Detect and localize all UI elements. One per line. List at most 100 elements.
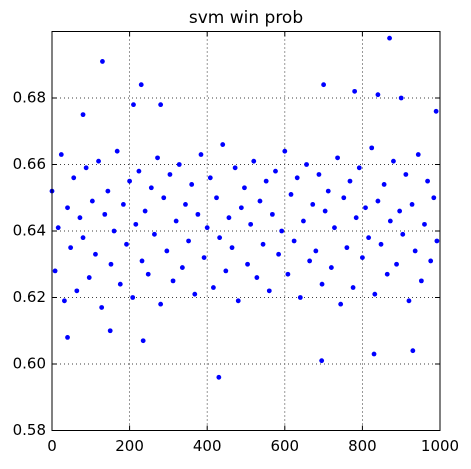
point (242, 185, 247, 191)
point (214, 195, 219, 201)
point (363, 205, 368, 211)
point (378, 241, 384, 247)
point (107, 328, 113, 334)
point (321, 82, 326, 88)
x-tick-label: 1000 (421, 437, 459, 455)
point (114, 148, 120, 154)
point (375, 92, 381, 98)
point (232, 165, 238, 171)
x-tick-label: 400 (193, 437, 222, 455)
point (217, 235, 223, 241)
point (164, 248, 170, 254)
point (198, 152, 204, 157)
point (294, 175, 300, 181)
point (223, 268, 229, 274)
y-tick-label: 0.66 (13, 155, 46, 173)
point (102, 211, 108, 217)
point (131, 102, 136, 108)
point (269, 211, 275, 217)
point (310, 202, 316, 207)
point (74, 288, 80, 294)
point (263, 178, 269, 184)
point (161, 195, 167, 201)
point (245, 261, 250, 267)
point (344, 245, 350, 251)
point (124, 241, 129, 247)
y-tick-label: 0.60 (13, 355, 46, 373)
point (394, 261, 399, 267)
point (409, 202, 415, 207)
point (434, 238, 440, 244)
point (384, 271, 390, 277)
point (96, 158, 101, 164)
x-tick-label: 200 (115, 437, 144, 455)
point (133, 221, 139, 227)
point (170, 278, 176, 284)
point (418, 278, 424, 284)
y-tick-label: 0.62 (13, 288, 46, 306)
point (301, 218, 306, 224)
point (341, 195, 347, 201)
y-tick-label: 0.68 (13, 89, 46, 107)
point (297, 295, 303, 300)
point (397, 208, 403, 214)
point (288, 192, 294, 197)
point (353, 215, 359, 221)
point (410, 348, 416, 354)
point (291, 238, 297, 244)
point (352, 88, 358, 94)
point (136, 168, 142, 174)
point (145, 271, 151, 277)
point (207, 175, 213, 181)
plot-frame (51, 31, 441, 431)
point (422, 221, 427, 227)
point (111, 228, 117, 234)
point (366, 235, 372, 241)
point (99, 305, 105, 310)
point (127, 178, 132, 184)
point (186, 238, 191, 244)
point (189, 182, 195, 187)
point (398, 95, 404, 101)
point (83, 165, 89, 171)
point (108, 261, 114, 267)
point (313, 248, 319, 254)
point (216, 374, 222, 380)
point (139, 258, 145, 264)
chart-title: svm win prob (189, 8, 303, 28)
point (425, 178, 430, 184)
point (86, 275, 92, 280)
point (148, 185, 154, 191)
point (120, 202, 126, 207)
point (319, 281, 325, 287)
point (52, 268, 58, 274)
point (55, 225, 61, 231)
point (140, 338, 146, 344)
point (65, 335, 70, 340)
x-tick-label: 800 (348, 437, 377, 455)
point (100, 59, 105, 64)
point (360, 255, 365, 260)
point (138, 82, 144, 88)
point (350, 285, 356, 290)
point (285, 271, 291, 277)
point (332, 225, 337, 231)
point (387, 218, 393, 224)
point (176, 162, 182, 167)
point (158, 301, 164, 307)
point (93, 251, 98, 257)
point (195, 211, 201, 217)
point (238, 205, 244, 211)
y-tick-label: 0.58 (13, 421, 46, 439)
point (279, 228, 285, 234)
point (406, 298, 412, 304)
point (68, 245, 74, 251)
point (381, 182, 387, 187)
x-tick-label: 0 (47, 437, 57, 455)
point (375, 198, 381, 204)
point (211, 285, 216, 290)
point (347, 178, 353, 184)
point (257, 198, 263, 204)
point (173, 218, 179, 224)
